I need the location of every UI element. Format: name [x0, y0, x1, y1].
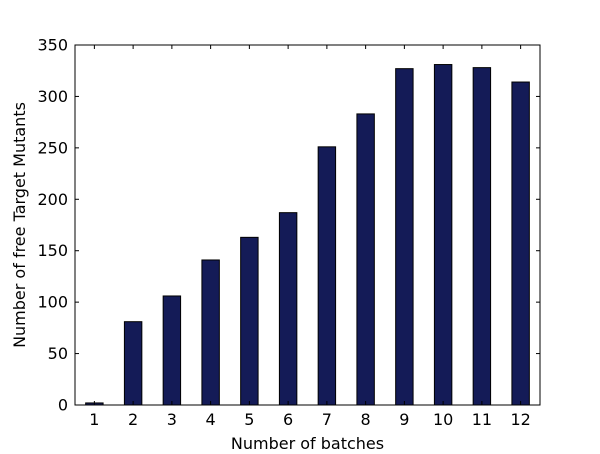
bar-6 — [278, 212, 298, 406]
bar-8 — [356, 113, 375, 406]
bar-4 — [201, 259, 220, 406]
x-tick-label: 11 — [472, 410, 492, 429]
y-tick-label: 300 — [37, 87, 68, 106]
x-tick-label: 8 — [361, 410, 371, 429]
x-tick-label: 4 — [206, 410, 216, 429]
x-tick-label: 7 — [322, 410, 332, 429]
y-tick-label: 250 — [37, 138, 68, 157]
y-tick-label: 200 — [37, 190, 68, 209]
bar-5 — [240, 236, 259, 406]
bar-7 — [317, 146, 337, 406]
x-tick-label: 2 — [128, 410, 138, 429]
x-tick-label: 12 — [510, 410, 530, 429]
x-tick-label: 10 — [433, 410, 453, 429]
x-tick-label: 1 — [89, 410, 99, 429]
x-tick-label: 3 — [167, 410, 177, 429]
y-tick-label: 350 — [37, 36, 68, 55]
x-tick-label: 9 — [399, 410, 409, 429]
x-axis-label: Number of batches — [231, 434, 384, 450]
bar-9 — [395, 68, 414, 406]
bars-group — [85, 64, 530, 406]
y-tick-label: 100 — [37, 293, 68, 312]
bar-10 — [433, 64, 453, 406]
plot-frame — [74, 44, 541, 406]
y-tick-label: 0 — [58, 396, 68, 415]
bar-12 — [511, 81, 530, 406]
x-tick-label: 5 — [244, 410, 254, 429]
y-tick-label: 150 — [37, 241, 68, 260]
bar-2 — [123, 321, 143, 406]
y-tick-label: 50 — [48, 344, 68, 363]
bar-11 — [472, 67, 492, 406]
x-tick-label: 6 — [283, 410, 293, 429]
y-axis-label: Number of free Target Mutants — [10, 102, 29, 348]
bar-3 — [162, 295, 182, 406]
